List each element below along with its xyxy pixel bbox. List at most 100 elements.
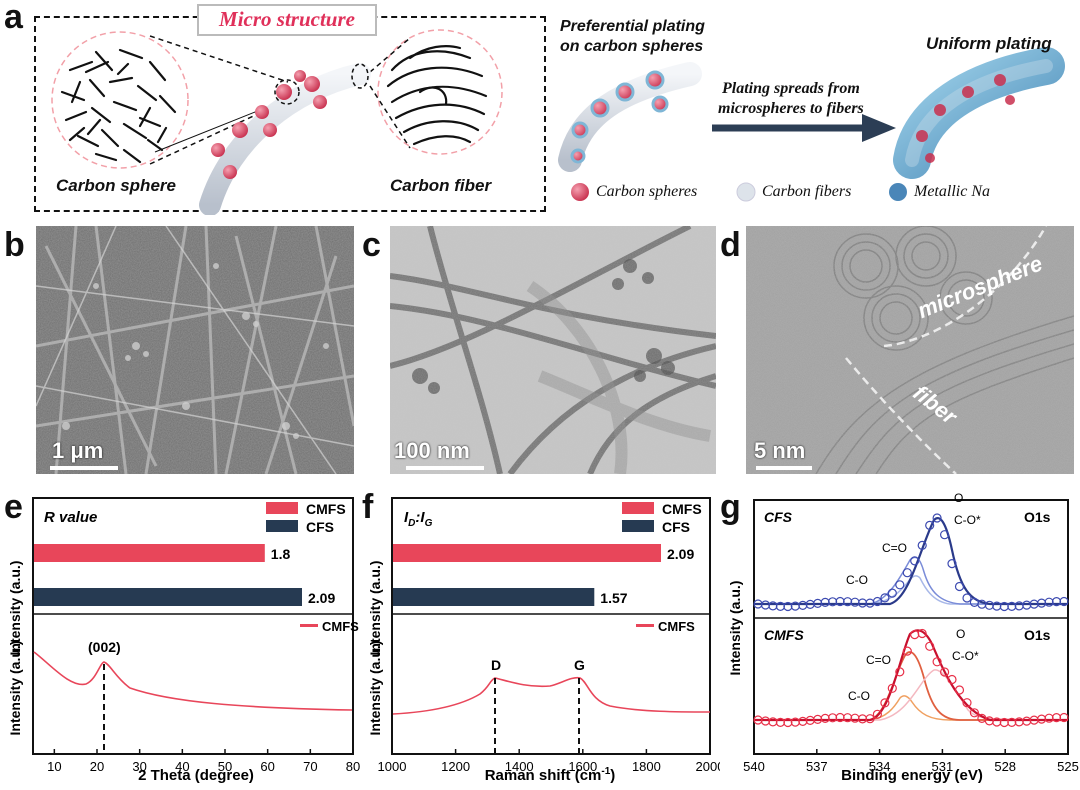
micro-structure-title: Micro structure bbox=[197, 4, 377, 36]
chart-f-bar-cfs bbox=[393, 588, 595, 606]
chart-e-value-cmfs: 1.8 bbox=[271, 546, 291, 562]
xps-point bbox=[880, 698, 890, 708]
xps-point bbox=[1059, 596, 1069, 607]
chart-f-legend-cmfs: CMFS bbox=[662, 501, 702, 517]
xps-point bbox=[947, 674, 957, 685]
panel-label-d: d bbox=[720, 226, 741, 264]
xtick-label: 10 bbox=[47, 759, 61, 774]
xtick-label: 531 bbox=[932, 759, 954, 774]
hrtem-scale-label: 5 nm bbox=[754, 438, 806, 463]
xps-point bbox=[902, 646, 912, 656]
xps-point bbox=[910, 556, 920, 566]
chart-g-cmfs-fit-ceqo bbox=[754, 651, 1068, 721]
xtick-label: 1000 bbox=[378, 759, 407, 774]
legend-metallic-na: Metallic Na bbox=[914, 183, 990, 200]
legend-metallic-na-dot bbox=[889, 183, 907, 201]
chart-e-line-legend: CMFS bbox=[322, 619, 359, 634]
xps-point bbox=[798, 716, 808, 726]
chart-e-ylabel-top: Intensity (a.u.) bbox=[7, 561, 23, 656]
chart-e-legend-cmfs-swatch bbox=[266, 502, 298, 514]
chart-f: ID:IG CMFS CFS 2.09 1.57 Intensity (a.u.… bbox=[367, 497, 720, 784]
xtick-label: 60 bbox=[260, 759, 274, 774]
sem-image bbox=[36, 226, 354, 474]
legend-carbon-fibers-dot bbox=[736, 182, 756, 202]
chart-f-peak-d: D bbox=[491, 657, 501, 673]
panel-a-schematic bbox=[51, 29, 1065, 215]
legend-carbon-fibers: Carbon fibers bbox=[762, 183, 852, 200]
chart-f-value-cfs: 1.57 bbox=[600, 590, 627, 606]
carbon-fiber-circle bbox=[377, 29, 503, 155]
chart-g-xlabel: Binding energy (eV) bbox=[841, 767, 983, 784]
xps-point bbox=[940, 530, 950, 540]
chart-g-cmfs-o: O bbox=[956, 627, 965, 641]
chart-f-value-cmfs: 2.09 bbox=[667, 546, 694, 562]
chart-f-frame bbox=[391, 497, 711, 755]
chart-e-bar-cmfs bbox=[34, 544, 265, 562]
xps-point bbox=[954, 581, 965, 592]
xps-point bbox=[984, 600, 994, 610]
xps-point bbox=[917, 540, 927, 551]
chart-g-cfs-o1s: O1s bbox=[1024, 509, 1051, 525]
arrow-text-line2: microspheres to fibers bbox=[718, 100, 864, 117]
xps-point bbox=[947, 558, 957, 569]
chart-e-ylabel-bottom: Intensity (a.u.) bbox=[7, 641, 23, 736]
legend-carbon-spheres: Carbon spheres bbox=[596, 183, 698, 200]
xps-point bbox=[902, 568, 912, 578]
xps-point bbox=[940, 667, 950, 677]
xtick-label: 2000 bbox=[696, 759, 720, 774]
chart-f-legend-cfs: CFS bbox=[662, 519, 690, 535]
chart-e-legend-cmfs: CMFS bbox=[306, 501, 346, 517]
tem-image bbox=[390, 226, 716, 474]
xtick-label: 1600 bbox=[568, 759, 597, 774]
legend-carbon-spheres-dot bbox=[571, 183, 589, 201]
chart-g-cfs-fit-ceqo bbox=[754, 556, 1068, 605]
sem-scale-bar bbox=[50, 466, 118, 470]
uniform-plating-caption: Uniform plating bbox=[926, 34, 1052, 53]
xps-point bbox=[969, 708, 979, 718]
xtick-label: 528 bbox=[994, 759, 1016, 774]
xps-point bbox=[1059, 712, 1069, 723]
central-fiber bbox=[199, 63, 371, 215]
hrtem-image bbox=[746, 226, 1074, 474]
xps-point bbox=[895, 667, 905, 677]
chart-g-cfs-fit-co bbox=[754, 575, 1068, 605]
xps-point bbox=[872, 596, 882, 607]
chart-f-legend-cmfs-swatch bbox=[622, 502, 654, 514]
chart-e-xlabel: 2 Theta (degree) bbox=[138, 767, 254, 784]
sem-scale-label: 1 μm bbox=[52, 438, 104, 463]
tem-scale-label: 100 nm bbox=[394, 438, 470, 463]
panel-label-e: e bbox=[4, 488, 23, 526]
xtick-label: 1400 bbox=[505, 759, 534, 774]
chart-e: R value CMFS CFS 1.8 2.09 Intensity (a.u… bbox=[7, 497, 360, 784]
xps-point bbox=[887, 588, 897, 598]
panel-label-g: g bbox=[720, 488, 741, 526]
chart-g-cfs-o: O bbox=[954, 491, 963, 505]
panel-label-a: a bbox=[4, 0, 23, 36]
tem-scale-bar bbox=[406, 466, 484, 470]
chart-e-legend-cfs-swatch bbox=[266, 520, 298, 532]
chart-e-frame bbox=[32, 497, 354, 755]
xtick-label: 540 bbox=[743, 759, 765, 774]
chart-f-raman-curve bbox=[392, 676, 711, 715]
arrow-text-line1: Plating spreads from bbox=[722, 80, 860, 97]
chart-f-line-legend: CMFS bbox=[658, 619, 695, 634]
xps-point bbox=[872, 709, 882, 719]
carbon-fiber-caption: Carbon fiber bbox=[390, 176, 492, 195]
xtick-label: 20 bbox=[90, 759, 104, 774]
chart-f-line-legend-swatch bbox=[636, 624, 654, 627]
chart-e-line-legend-swatch bbox=[300, 624, 318, 627]
xps-point bbox=[925, 641, 935, 651]
chart-g-cmfs-o1s: O1s bbox=[1024, 627, 1051, 643]
chart-g-ylabel: Intensity (a.u.) bbox=[727, 581, 743, 676]
chart-g-cmfs-ceqo: C=O bbox=[866, 653, 891, 667]
xtick-label: 30 bbox=[132, 759, 146, 774]
xps-point bbox=[925, 520, 935, 531]
preferential-plating-line1: Preferential plating bbox=[560, 18, 705, 35]
chart-e-value-cfs: 2.09 bbox=[308, 590, 335, 606]
chart-g-cmfs-fit-co bbox=[754, 695, 1068, 721]
xps-point bbox=[865, 714, 875, 724]
chart-g-cfs-points bbox=[753, 513, 1069, 612]
chart-g-cmfs-co: C-O bbox=[848, 689, 870, 703]
uniform-fiber bbox=[893, 47, 1065, 179]
panel-label-b: b bbox=[4, 226, 25, 264]
